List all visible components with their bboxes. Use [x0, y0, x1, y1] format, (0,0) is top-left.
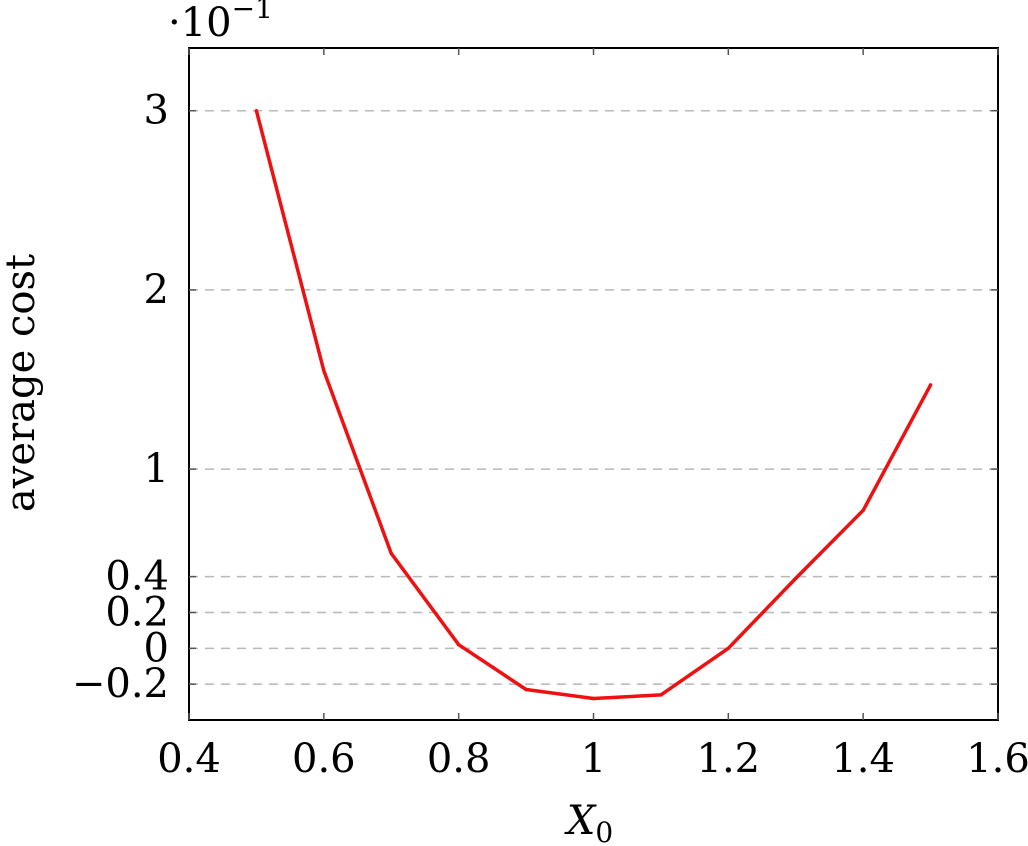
data-point — [389, 551, 393, 556]
x-tick-label: 1.4 — [831, 736, 895, 782]
y-tick-label: 0.4 — [105, 554, 169, 600]
x-tick-label: 1 — [581, 736, 606, 782]
data-point — [928, 383, 933, 387]
y-axis-multiplier: ·10−1 — [168, 0, 273, 46]
y-tick-label: 2 — [144, 267, 169, 313]
data-point — [794, 576, 798, 581]
x-tick-label: 1.2 — [697, 736, 761, 782]
data-point — [322, 368, 326, 373]
y-multiplier-exponent: −1 — [232, 0, 273, 25]
x-tick-label: 0.6 — [292, 736, 356, 782]
data-point — [726, 646, 731, 651]
data-point — [524, 687, 528, 692]
axis-ticks — [188, 48, 999, 720]
data-point — [456, 642, 461, 647]
y-tick-label: 0.2 — [105, 589, 169, 635]
plot-frame — [188, 47, 999, 721]
data-point — [591, 696, 596, 701]
y-multiplier-base: ·10 — [168, 0, 232, 46]
y-tick-label: 1 — [144, 446, 169, 492]
series-line — [254, 110, 933, 701]
y-tick-label: 3 — [144, 88, 169, 134]
series-group — [254, 108, 933, 701]
x-axis-label-subscript: 0 — [595, 816, 613, 846]
x-tick-label: 1.6 — [966, 736, 1028, 782]
x-tick-labels: 0.4 0.6 0.8 1 1.2 1.4 1.6 — [157, 736, 1028, 782]
y-tick-labels: −0.200.20.4 1 2 3 — [72, 88, 169, 707]
x-tick-label: 0.8 — [427, 736, 491, 782]
y-tick-label: −0.2 — [72, 661, 169, 707]
y-tick-label: 0 — [144, 625, 169, 671]
x-axis-label: X0 — [564, 798, 613, 846]
x-axis-label-main: X — [564, 798, 597, 844]
x-tick-label: 0.4 — [157, 736, 221, 782]
data-point — [659, 693, 663, 697]
y-axis-label: average cost — [0, 254, 44, 512]
data-point — [254, 108, 259, 113]
data-point — [861, 508, 865, 513]
grid-lines — [189, 109, 998, 685]
